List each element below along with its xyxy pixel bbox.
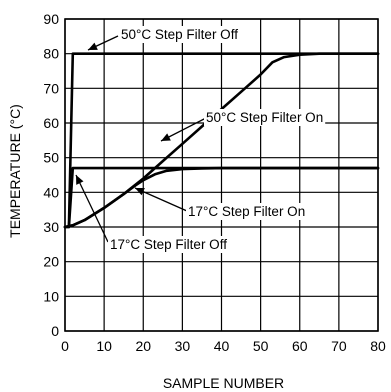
annotation-17c-filter-off-arrow-icon — [76, 175, 84, 185]
annotation-17c-filter-off: 17°C Step Filter Off — [110, 237, 227, 252]
x-tick-labels: 0 10 20 30 40 50 60 70 80 — [61, 338, 386, 354]
y-tick-label: 20 — [43, 254, 59, 270]
y-axis-title: TEMPERATURE (°C) — [7, 104, 23, 238]
annotation-50c-filter-off-backing — [119, 26, 241, 43]
y-tick-label: 40 — [43, 184, 59, 200]
annotation-17c-filter-on-arrow-icon — [135, 187, 145, 196]
y-tick-label: 60 — [43, 115, 59, 131]
x-tick-label: 80 — [370, 338, 386, 354]
y-tick-label: 30 — [43, 219, 59, 235]
annotations: 50°C Step Filter Off 50°C Step Filter On 1… — [75, 26, 326, 253]
y-tick-label: 50 — [43, 150, 59, 166]
annotation-17c-filter-on-leader — [134, 187, 188, 212]
y-tick-label: 90 — [43, 11, 59, 27]
x-axis-title: SAMPLE NUMBER — [163, 375, 284, 391]
plot-frame — [64, 18, 379, 332]
annotation-17c-filter-on-backing — [186, 203, 308, 220]
x-tick-label: 40 — [214, 338, 230, 354]
y-tick-label: 0 — [51, 323, 59, 339]
annotation-17c-filter-on: 17°C Step Filter On — [188, 204, 305, 219]
x-tick-label: 10 — [96, 338, 112, 354]
x-tick-label: 50 — [253, 338, 269, 354]
x-tick-label: 0 — [61, 338, 69, 354]
annotation-17c-filter-off-leader — [75, 174, 109, 243]
annotation-17c-filter-off-backing — [108, 236, 230, 253]
series-17c-filter-on — [63, 166, 380, 229]
y-tick-label: 70 — [43, 80, 59, 96]
y-tick-labels: 0 10 20 30 40 50 60 70 80 90 — [43, 11, 59, 339]
annotation-50c-filter-off-arrow-icon — [88, 42, 98, 50]
y-tick-label: 80 — [43, 46, 59, 62]
x-tick-label: 20 — [135, 338, 151, 354]
annotation-50c-filter-on-backing — [204, 109, 326, 126]
x-tick-label: 60 — [292, 338, 308, 354]
grid — [64, 18, 379, 332]
x-tick-label: 70 — [331, 338, 347, 354]
x-tick-label: 30 — [175, 338, 191, 354]
y-tick-label: 10 — [43, 288, 59, 304]
annotation-50c-filter-off: 50°C Step Filter Off — [121, 27, 238, 42]
annotation-50c-filter-on: 50°C Step Filter On — [206, 110, 323, 125]
annotation-50c-filter-on-arrow-icon — [161, 133, 171, 141]
